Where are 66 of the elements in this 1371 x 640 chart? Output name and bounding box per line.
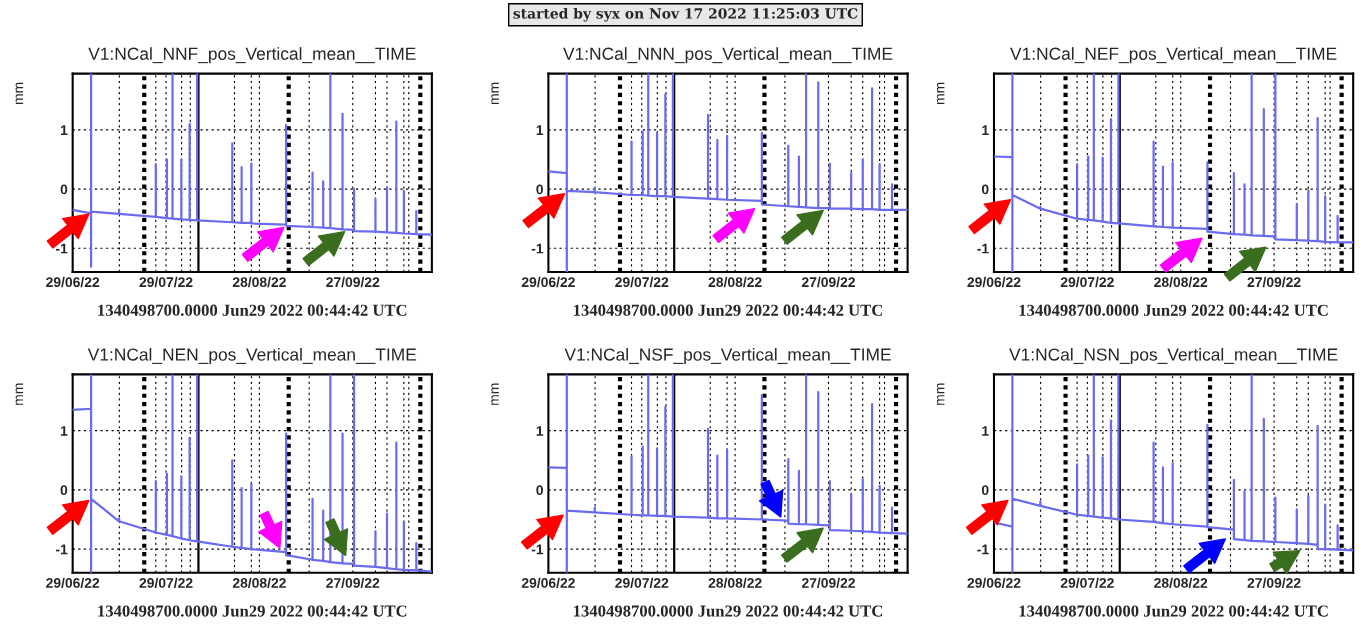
line-series	[548, 374, 908, 573]
y-tick-label: 1	[60, 426, 68, 436]
y-axis-title: mm	[15, 82, 24, 105]
x-tick-label: 29/07/22	[1060, 276, 1114, 288]
y-tick-label: 1	[60, 125, 68, 135]
y-axis-title: mm	[491, 82, 499, 105]
x-tick-label: 29/07/22	[615, 276, 669, 288]
y-tick-label: -1	[977, 544, 989, 555]
y-axis-title: mm	[936, 383, 945, 405]
y-tick-label: 1	[536, 125, 544, 135]
text: 1340498700.0000 Jun29 2022 00:44:42 UTC	[1019, 605, 1328, 617]
x-tick-label: 28/08/22	[708, 276, 762, 288]
y-tick-label: 0	[60, 184, 68, 195]
x-tick-label: 27/09/22	[326, 276, 380, 288]
y-tick-label: 0	[981, 184, 989, 195]
text: 1340498700.0000 Jun29 2022 00:44:42 UTC	[574, 605, 883, 617]
x-tick-label: 29/06/22	[967, 276, 1021, 288]
x-tick-label: 28/08/22	[1154, 276, 1208, 288]
x-tick-label: 27/09/22	[1247, 276, 1301, 288]
y-tick-label: 1	[982, 426, 989, 436]
x-tick-label: 29/06/22	[967, 577, 1021, 588]
text: started by syx on Nov 17 2022 11:25:03 UTC	[513, 7, 858, 22]
x-tick-label: 27/09/22	[801, 276, 855, 288]
x-tick-label: 29/06/22	[521, 577, 575, 588]
y-tick-label: -1	[56, 544, 68, 555]
x-tick-label: 29/06/22	[46, 276, 100, 288]
x-tick-label: 29/07/22	[1060, 577, 1114, 588]
y-tick-label: 1	[982, 125, 989, 135]
chart-title: V1:NCal_NNF_pos_Vertical_mean__TIME	[88, 47, 416, 64]
y-tick-label: -1	[531, 243, 544, 254]
y-tick-label: 1	[536, 426, 544, 436]
x-tick-label: 29/07/22	[615, 577, 669, 588]
line-series	[548, 73, 908, 272]
x-tick-label: 28/08/22	[1154, 577, 1208, 588]
y-tick-label: 0	[60, 485, 68, 496]
x-tick-label: 29/07/22	[139, 577, 193, 588]
text: 1340498700.0000 Jun29 2022 00:44:42 UTC	[1019, 304, 1328, 316]
chart-title: V1:NCal_NNN_pos_Vertical_mean__TIME	[563, 47, 893, 64]
x-tick-label: 29/06/22	[521, 276, 575, 288]
y-tick-label: -1	[977, 243, 989, 254]
y-axis-title: mm	[936, 82, 945, 105]
text: 1340498700.0000 Jun29 2022 00:44:42 UTC	[574, 304, 883, 316]
chart-title: V1:NCal_NSF_pos_Vertical_mean__TIME	[564, 347, 891, 365]
x-tick-label: 29/06/22	[46, 577, 100, 588]
y-tick-label: 0	[536, 485, 543, 496]
y-tick-label: 0	[536, 184, 543, 195]
chart-title: V1:NCal_NEF_pos_Vertical_mean__TIME	[1010, 47, 1337, 64]
y-axis-title: mm	[491, 383, 499, 405]
line-series	[993, 73, 1354, 272]
x-tick-label: 28/08/22	[232, 577, 286, 588]
chart-title: V1:NCal_NEN_pos_Vertical_mean__TIME	[87, 347, 417, 365]
y-tick-label: -1	[56, 243, 68, 254]
y-tick-label: 0	[981, 485, 989, 496]
line-series	[993, 374, 1354, 573]
text: 1340498700.0000 Jun29 2022 00:44:42 UTC	[98, 605, 407, 617]
x-tick-label: 29/07/22	[139, 276, 193, 288]
x-tick-label: 28/08/22	[232, 276, 286, 288]
x-tick-label: 27/09/22	[1247, 577, 1301, 588]
y-axis-title: mm	[15, 383, 24, 405]
x-tick-label: 27/09/22	[801, 577, 855, 588]
y-tick-label: -1	[531, 544, 544, 555]
x-tick-label: 27/09/22	[326, 577, 380, 588]
chart-title: V1:NCal_NSN_pos_Vertical_mean__TIME	[1009, 347, 1338, 365]
x-tick-label: 28/08/22	[708, 577, 762, 588]
text: 1340498700.0000 Jun29 2022 00:44:42 UTC	[98, 304, 407, 316]
line-series	[72, 374, 432, 573]
